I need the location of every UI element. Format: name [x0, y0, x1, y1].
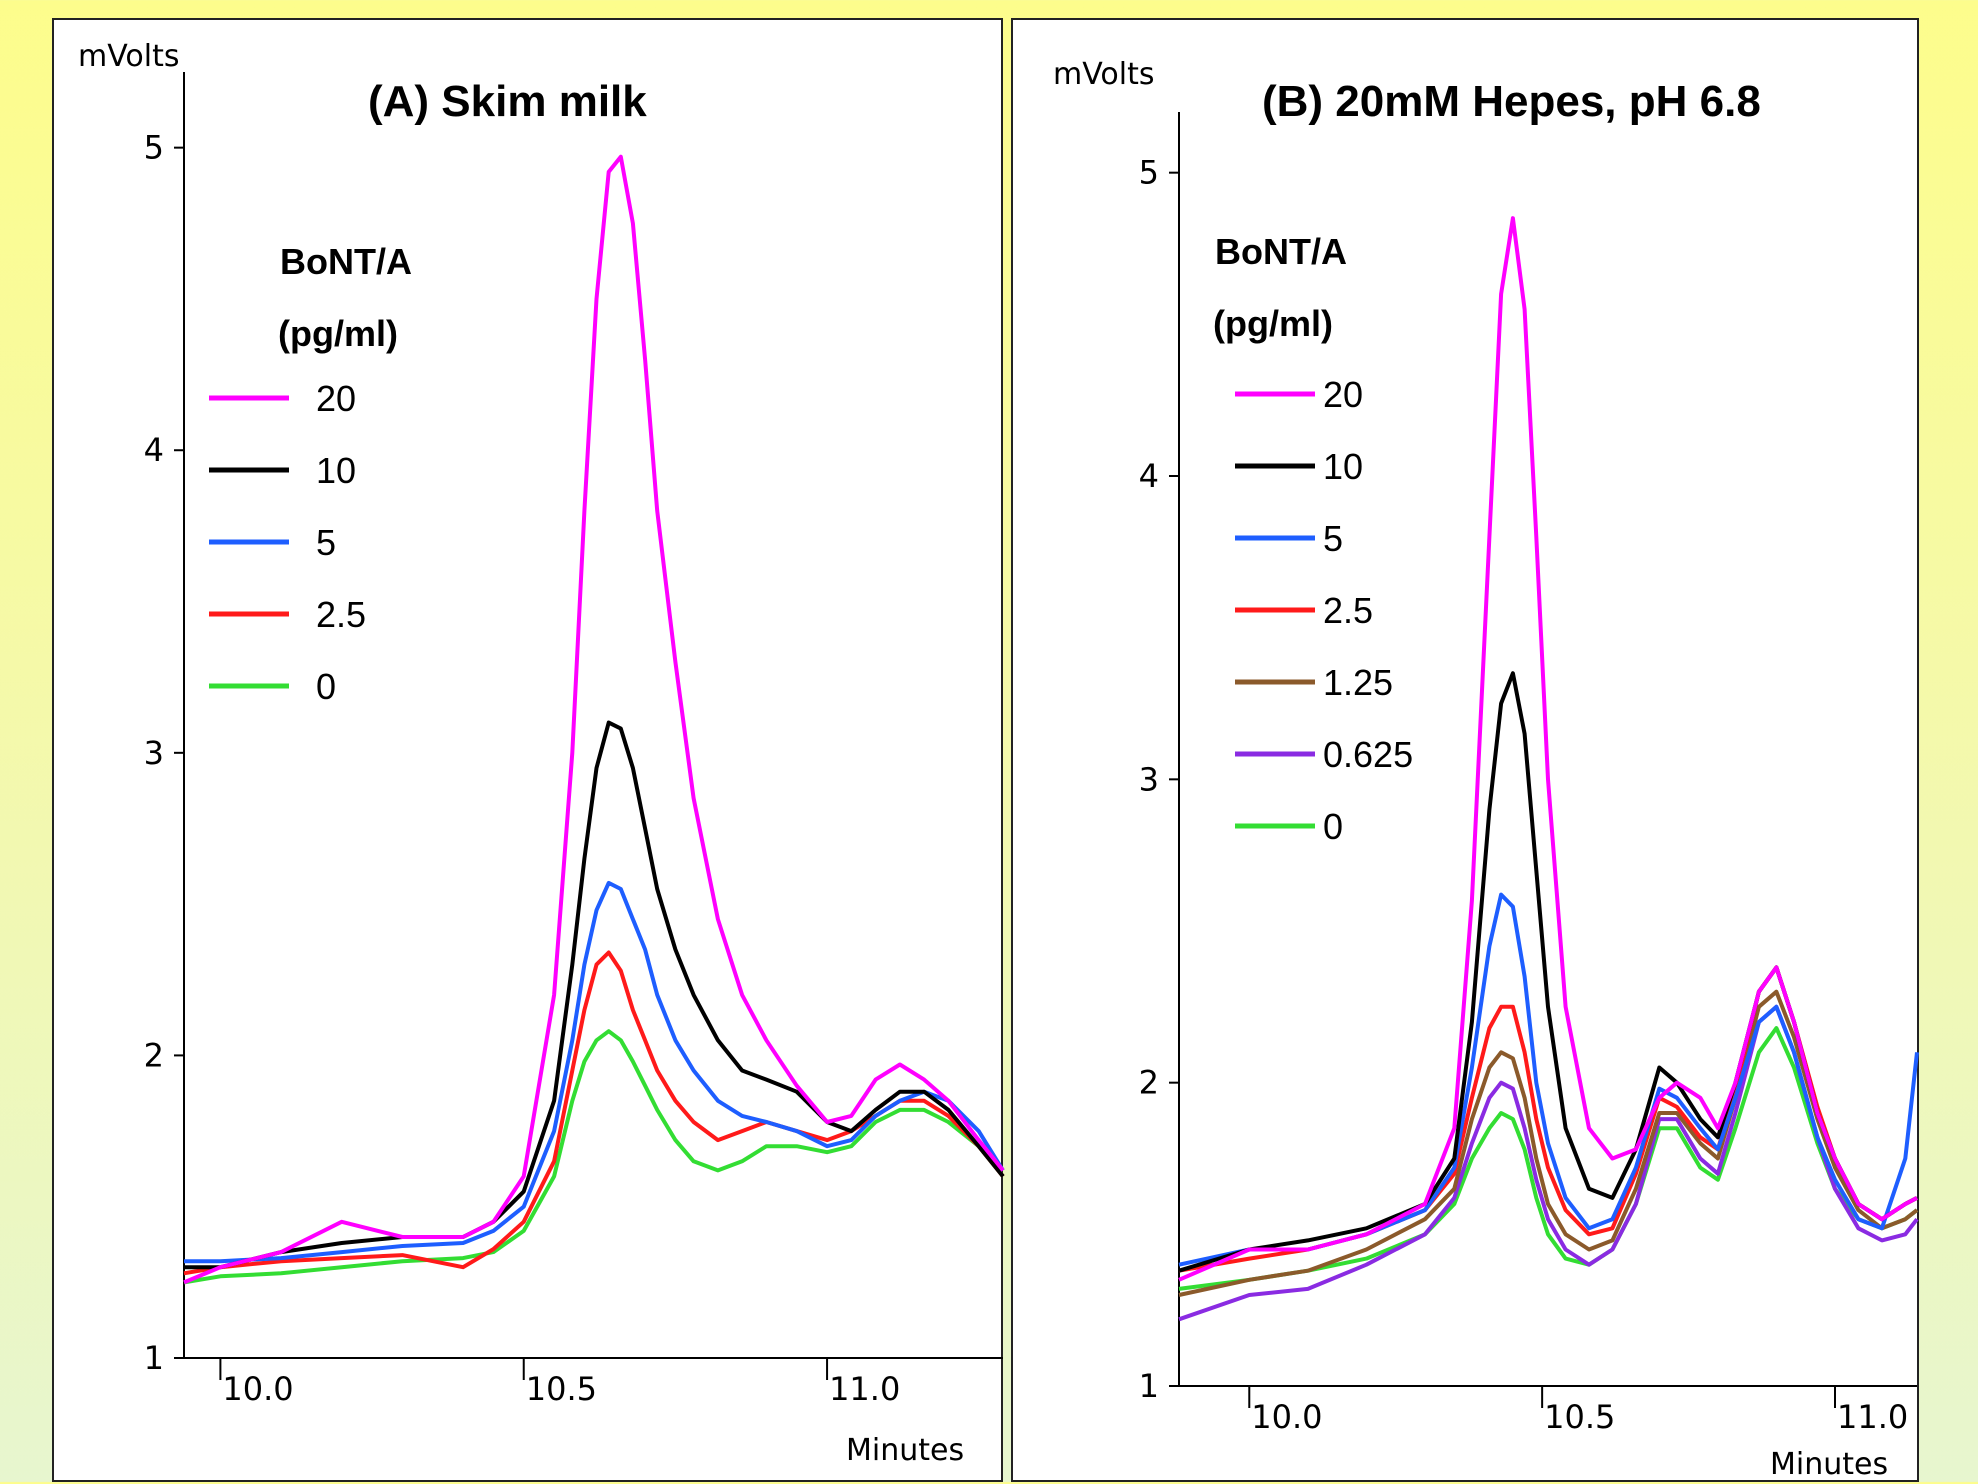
chart-panel-b: (B) 20mM Hepes, pH 6.8 mVolts Minutes Bo…: [1011, 18, 1919, 1482]
chart-b-svg: (B) 20mM Hepes, pH 6.8 mVolts Minutes Bo…: [1053, 57, 1919, 1482]
chart-b-legend-label: 10: [1323, 446, 1363, 487]
chart-b-ytick-label: 4: [1139, 457, 1159, 495]
chart-a-legend-label: 2.5: [316, 594, 366, 635]
chart-a-ytick-label: 5: [144, 129, 164, 167]
chart-panel-a: (A) Skim milk mVolts Minutes BoNT/A (pg/…: [52, 18, 1005, 1482]
chart-a-legend-label: 0: [316, 666, 336, 707]
chart-b-ytick-label: 1: [1139, 1367, 1159, 1405]
chart-b-ytick-label: 3: [1139, 760, 1159, 798]
chart-b-legend-label: 2.5: [1323, 590, 1373, 631]
chart-b-legend-label: 5: [1323, 518, 1343, 559]
chart-b-legend-title-2: (pg/ml): [1213, 303, 1333, 344]
chart-b-xtick-label: 11.0: [1837, 1398, 1908, 1436]
chart-a-legend-label: 20: [316, 378, 356, 419]
chart-a-series-line-10: [184, 720, 1005, 1270]
chart-b-series-line-20: [1178, 216, 1918, 1282]
chart-a-xtick-label: 10.0: [222, 1370, 293, 1408]
chart-b-plot: 1 2 3 4 5 10.0 10.5 11.0 20 10 5 2.5 1.25 0.625 0: [1139, 112, 1919, 1436]
chart-b-xtick-label: 10.5: [1544, 1398, 1615, 1436]
chart-a-xlabel: Minutes: [846, 1433, 964, 1468]
chart-a-svg: (A) Skim milk mVolts Minutes BoNT/A (pg/…: [78, 39, 1005, 1468]
chart-a-series-line-0: [183, 1029, 1005, 1285]
chart-b-title: (B) 20mM Hepes, pH 6.8: [1262, 77, 1761, 126]
chart-b-xlabel: Minutes: [1770, 1447, 1888, 1482]
chart-b-legend-label: 0: [1323, 806, 1343, 847]
chart-a-ytick-label: 1: [144, 1339, 164, 1377]
chart-a-ylabel: mVolts: [78, 39, 180, 74]
chart-a-plot: 1 2 3 4 5 10.0 10.5 11.0 20 10 5 2.5 0: [144, 72, 1005, 1408]
chart-b-series-line-1p25: [1178, 989, 1919, 1297]
chart-a-series-line-20: [183, 154, 1005, 1285]
chart-b-legend-label: 20: [1323, 374, 1363, 415]
chart-b-ylabel: mVolts: [1053, 57, 1155, 92]
chart-a-legend-label: 10: [316, 450, 356, 491]
chart-b-xtick-label: 10.0: [1251, 1398, 1322, 1436]
chart-a-ytick-label: 2: [144, 1036, 164, 1074]
chart-a-legend-label: 5: [316, 522, 336, 563]
chart-a-legend-title-1: BoNT/A: [280, 241, 412, 282]
chart-a-title: (A) Skim milk: [368, 77, 647, 126]
chart-a-ytick-label: 3: [144, 734, 164, 772]
chart-a-xtick-label: 11.0: [829, 1370, 900, 1408]
chart-b-legend-label: 1.25: [1323, 662, 1393, 703]
chart-b-ytick-label: 2: [1139, 1064, 1159, 1102]
chart-a-xtick-label: 10.5: [526, 1370, 597, 1408]
chart-a-legend-title-2: (pg/ml): [278, 313, 398, 354]
chart-b-legend-label: 0.625: [1323, 734, 1413, 775]
chart-b-legend-title-1: BoNT/A: [1215, 231, 1347, 272]
chart-a-series-line-5: [184, 880, 1005, 1264]
chart-b-ytick-label: 5: [1139, 154, 1159, 192]
chart-b-series-line-5: [1178, 892, 1919, 1267]
chart-a-ytick-label: 4: [144, 431, 164, 469]
